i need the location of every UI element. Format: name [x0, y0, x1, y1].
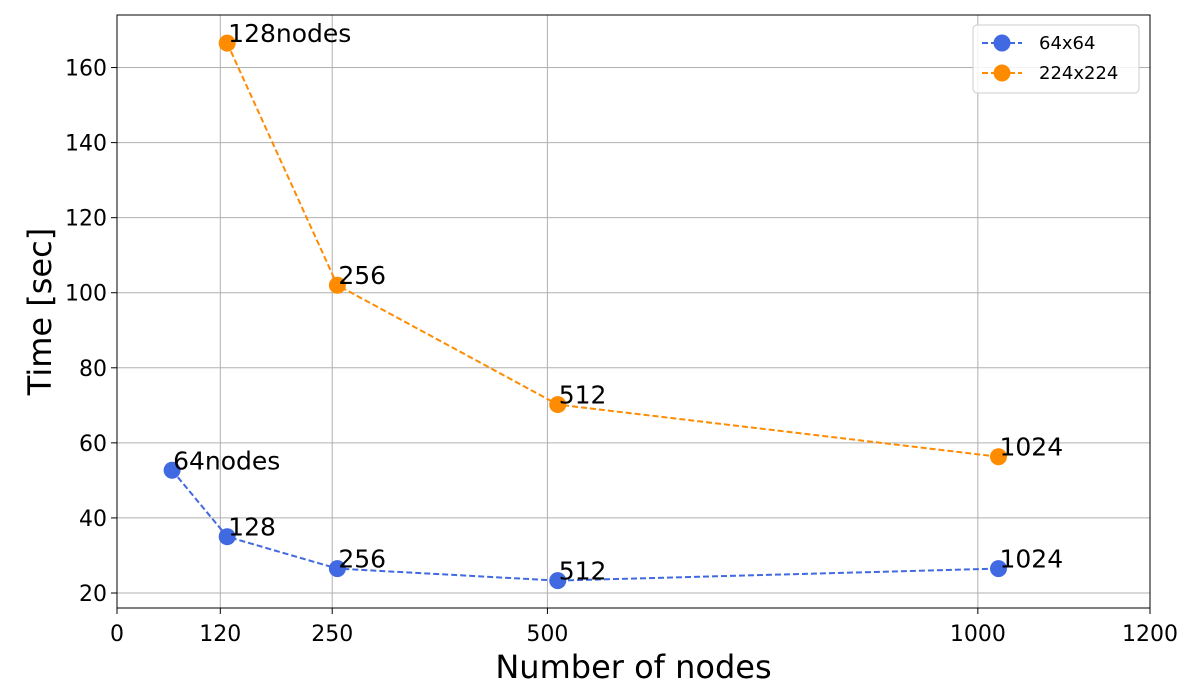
data-label: 1024	[999, 433, 1063, 462]
data-point	[989, 560, 1007, 578]
data-label: 128	[228, 513, 276, 542]
y-axis-title: Time [sec]	[21, 228, 59, 396]
axis-ticks: 0 120 250 500 1000 1200 20 40 60 80 100 120 140 160	[65, 57, 1178, 647]
data-label: 128nodes	[228, 19, 351, 48]
data-point	[328, 560, 346, 578]
legend-item: 224x224	[982, 63, 1118, 84]
data-point	[549, 396, 567, 414]
data-label: 64nodes	[173, 446, 280, 475]
series-group: 64nodes 128 256 512 1024 128nodes 256 512 1024	[163, 19, 1063, 590]
data-point	[328, 276, 346, 294]
x-tick-label: 1200	[1122, 622, 1178, 647]
data-point	[218, 34, 236, 52]
legend-label: 64x64	[1039, 33, 1095, 54]
plot-area-frame	[116, 14, 1151, 609]
y-tick-label: 120	[65, 207, 107, 232]
y-tick-label: 40	[79, 507, 107, 532]
data-label: 512	[559, 381, 607, 410]
series-224x224: 128nodes 256 512 1024	[218, 19, 1063, 466]
legend-item: 64x64	[982, 33, 1095, 54]
x-tick-label: 1000	[950, 622, 1006, 647]
y-tick-label: 80	[79, 357, 107, 382]
x-tick-label: 500	[526, 622, 568, 647]
legend-marker	[993, 34, 1011, 52]
data-point	[549, 572, 567, 590]
x-axis-title: Number of nodes	[495, 648, 771, 686]
legend-marker	[993, 64, 1011, 82]
series-line	[226, 42, 999, 458]
y-tick-label: 100	[65, 282, 107, 307]
data-label: 512	[559, 557, 607, 586]
data-label: 1024	[999, 545, 1063, 574]
data-label: 256	[338, 261, 386, 290]
data-point	[989, 448, 1007, 466]
x-tick-label: 120	[199, 622, 241, 647]
legend: 64x64 224x224	[972, 24, 1140, 94]
data-label: 256	[338, 545, 386, 574]
legend-label: 224x224	[1039, 63, 1118, 84]
series-64x64: 64nodes 128 256 512 1024	[163, 446, 1063, 590]
y-tick-label: 140	[65, 132, 107, 157]
x-tick-label: 0	[110, 622, 124, 647]
y-tick-label: 160	[65, 57, 107, 82]
y-tick-label: 60	[79, 432, 107, 457]
x-tick-label: 250	[311, 622, 353, 647]
data-point	[163, 461, 181, 479]
y-tick-label: 20	[79, 582, 107, 607]
data-point	[218, 528, 236, 546]
